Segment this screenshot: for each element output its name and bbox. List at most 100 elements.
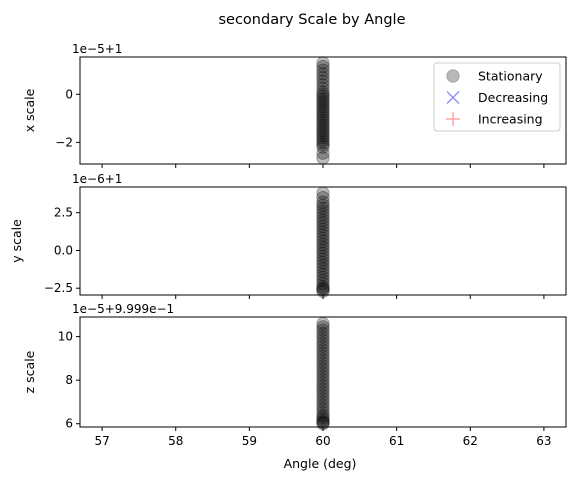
data-point — [316, 210, 330, 224]
data-point — [316, 123, 330, 138]
data-point — [316, 359, 330, 373]
legend-marker-decreasing — [446, 91, 460, 104]
data-point — [316, 222, 330, 236]
data-point — [316, 385, 330, 399]
data-point — [316, 92, 330, 106]
data-point — [316, 133, 330, 147]
data-point — [316, 225, 330, 240]
data-point — [316, 59, 330, 74]
subplot-1: −2 0 1e−5+1 x scale Stationary Decreasing Incr… — [22, 42, 567, 168]
data-point — [316, 135, 330, 150]
data-point — [316, 405, 330, 419]
data-point — [316, 362, 330, 376]
data-point — [316, 138, 330, 152]
data-point — [316, 249, 330, 264]
data-point — [316, 401, 330, 416]
data-point — [316, 77, 330, 92]
data-point — [316, 255, 330, 270]
y-tick-label: 10 — [58, 330, 73, 344]
data-point — [316, 378, 330, 393]
data-point — [316, 81, 330, 95]
data-point — [316, 372, 330, 386]
data-point — [316, 121, 330, 135]
subplot-3: 57 58 59 60 61 62 63 6 8 10 1e−5+9.999e−1 z scale — [22, 302, 567, 448]
y-axis-label: x scale — [22, 88, 37, 132]
data-point — [316, 412, 330, 427]
data-point — [316, 346, 330, 360]
data-point — [316, 106, 330, 121]
data-point — [316, 349, 330, 363]
data-point — [316, 329, 330, 344]
y-tick-label: −2 — [55, 135, 73, 149]
legend-label-stationary: Stationary — [478, 69, 543, 84]
data-point — [316, 63, 330, 77]
legend-marker-stationary — [446, 69, 460, 83]
data-point — [316, 320, 330, 334]
y-offset-text: 1e−6+1 — [72, 172, 122, 186]
data-point — [316, 398, 330, 412]
data-point — [316, 104, 330, 118]
data-point — [316, 273, 330, 288]
data-point — [316, 339, 330, 354]
figure-title: secondary Scale by Angle — [218, 12, 405, 28]
data-point — [316, 70, 330, 85]
y-offset-text: 1e−5+1 — [72, 42, 122, 56]
y-tick-label: 0 — [65, 87, 73, 101]
data-point — [316, 410, 330, 424]
data-point — [316, 126, 330, 140]
data-point — [316, 234, 330, 249]
subplot-2: −2.5 0.0 2.5 1e−6+1 y scale — [9, 172, 567, 299]
data-point — [316, 213, 330, 227]
data-point — [316, 201, 330, 215]
data-point — [316, 207, 330, 221]
y-offset-text: 1e−5+9.999e−1 — [72, 302, 174, 316]
data-point — [316, 114, 330, 128]
y-axis-label: z scale — [22, 350, 37, 393]
data-point — [316, 219, 330, 233]
data-point — [316, 237, 330, 252]
data-point — [316, 216, 330, 230]
data-point — [316, 365, 330, 380]
data-point — [316, 118, 330, 133]
data-point — [316, 128, 330, 142]
data-point — [316, 240, 330, 255]
y-tick-label: 8 — [65, 373, 73, 387]
data-point — [316, 267, 330, 282]
data-point — [316, 190, 330, 205]
y-tick-label: 2.5 — [54, 206, 73, 220]
data-point — [316, 270, 330, 285]
data-point — [316, 195, 330, 209]
data-point — [316, 333, 330, 347]
data-point — [316, 228, 330, 243]
legend-box — [433, 62, 561, 132]
data-point — [316, 87, 330, 101]
legend-label-decreasing: Decreasing — [478, 90, 548, 105]
data-point — [316, 140, 330, 154]
data-point — [316, 382, 330, 396]
data-point — [316, 67, 330, 81]
x-tick-label: 62 — [463, 434, 478, 448]
legend: Stationary Decreasing Increasing — [433, 62, 561, 132]
legend-marker-stroke — [446, 91, 460, 104]
data-point — [316, 89, 330, 104]
x-tick-label: 61 — [389, 434, 404, 448]
data-point — [316, 151, 330, 165]
data-point — [316, 204, 330, 218]
data-point — [316, 279, 330, 294]
data-point — [316, 85, 330, 99]
data-point — [316, 261, 330, 276]
data-point — [316, 102, 330, 116]
x-axis-label: Angle (deg) — [284, 456, 357, 471]
legend-label-increasing: Increasing — [478, 112, 543, 127]
x-tick-label: 63 — [536, 434, 551, 448]
data-point — [316, 388, 330, 403]
data-point — [316, 336, 330, 350]
data-point — [316, 252, 330, 267]
y-tick-label: 6 — [65, 417, 73, 431]
data-point — [316, 369, 330, 383]
data-point — [316, 408, 330, 422]
data-point — [316, 130, 330, 145]
data-point — [316, 395, 330, 409]
data-point — [316, 391, 330, 406]
